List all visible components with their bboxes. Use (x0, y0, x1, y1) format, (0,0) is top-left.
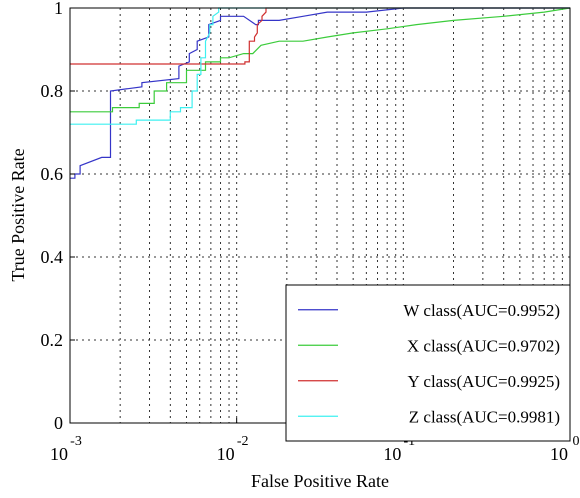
x-tick-base-1: 10 (217, 444, 235, 464)
legend-label-3: Z class(AUC=0.9981) (409, 407, 560, 426)
x-tick-exp-0: -3 (70, 434, 82, 449)
legend: W class(AUC=0.9952) X class(AUC=0.9702) Y … (285, 284, 571, 442)
x-tick-base-2: 10 (383, 444, 401, 464)
series-lines (70, 7, 571, 179)
y-tick-label-4: 0.8 (41, 81, 64, 101)
legend-label-0: W class(AUC=0.9952) (403, 301, 560, 320)
x-axis-title: False Positive Rate (251, 471, 389, 491)
series-line-0 (70, 7, 570, 179)
y-axis-title: True Positive Rate (8, 148, 28, 281)
y-tick-label-0: 0 (54, 413, 63, 433)
y-tick-label-1: 0.2 (41, 330, 64, 350)
x-tick-exp-3: 0 (573, 434, 580, 449)
series-line-1 (70, 7, 571, 113)
x-tick-base-3: 10 (550, 444, 568, 464)
y-tick-label-3: 0.6 (41, 164, 64, 184)
series-line-3 (70, 7, 570, 125)
legend-label-1: X class(AUC=0.9702) (407, 336, 560, 355)
legend-label-2: Y class(AUC=0.9925) (408, 372, 561, 391)
legend-box (285, 284, 571, 442)
x-tick-base-0: 10 (50, 444, 68, 464)
y-tick-label-2: 0.4 (41, 247, 64, 267)
x-tick-exp-1: -2 (237, 434, 249, 449)
series-line-2 (70, 7, 570, 65)
y-tick-label-5: 1 (54, 0, 63, 18)
